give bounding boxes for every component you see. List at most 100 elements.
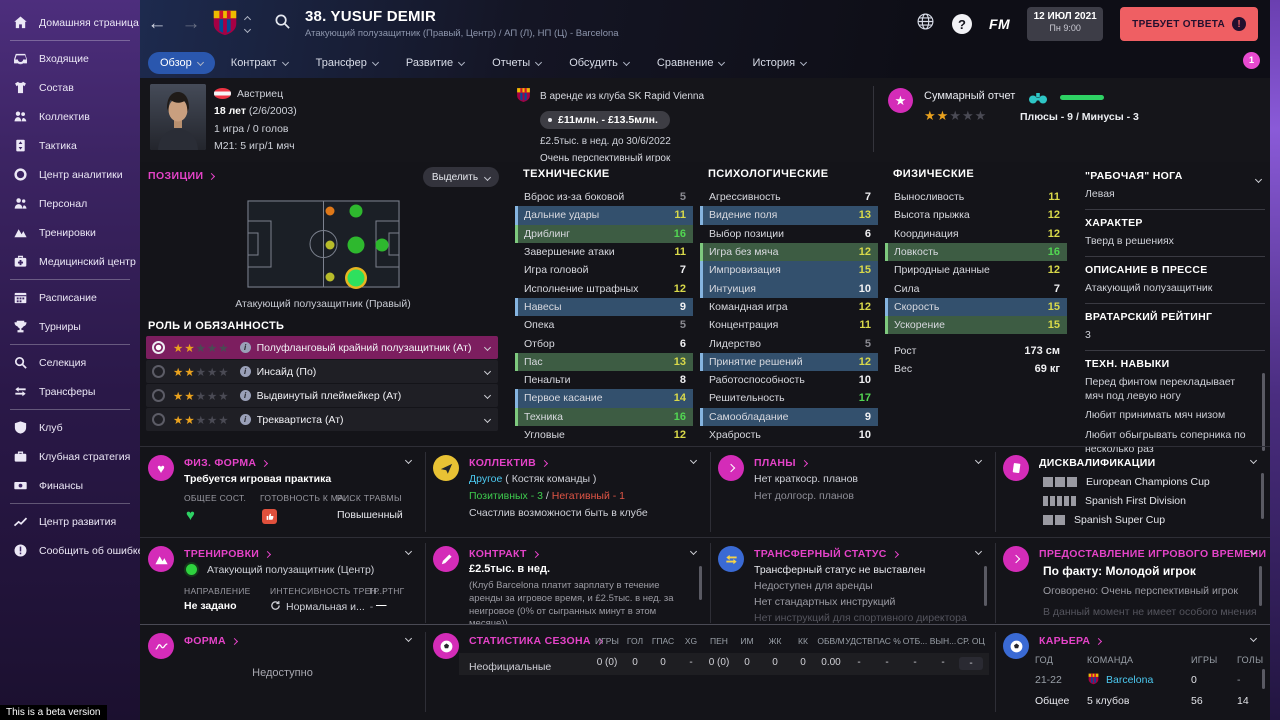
sidebar-item-label: Входящие [39,52,89,65]
scrollbar[interactable] [1261,473,1264,519]
tab-4[interactable]: Развитие [394,52,476,74]
attribute-label: Ускорение [894,319,945,332]
sidebar-item-finance[interactable]: Финансы [0,471,140,500]
chevron-up-icon [243,15,252,23]
role-row[interactable]: ★★★★★ i Треквартиста (Ат) [146,408,498,431]
sidebar-item-calendar[interactable]: Расписание [0,283,140,312]
search-icon[interactable] [274,13,291,35]
chevron-down-icon[interactable] [689,456,698,465]
playing-time-title-link[interactable]: ПРЕДОСТАВЛЕНИЕ ИГРОВОГО ВРЕМЕНИ [1039,548,1270,560]
stats-value: 0.00 [821,657,841,668]
sidebar-item-tactics[interactable]: Тактика [0,131,140,160]
notification-bubble[interactable]: 1 [1243,52,1260,69]
tab-6[interactable]: Обсудить [557,52,641,74]
attribute-label: Работоспособность [709,374,805,387]
career-row[interactable]: Общее 5 клубов 56 14 [1035,690,1262,711]
forward-button[interactable]: → [181,13,201,34]
attribute-row: Вес 69 кг [885,360,1067,378]
form-title-link[interactable]: ФОРМА [184,635,238,647]
sidebar-item-trophy[interactable]: Турниры [0,312,140,341]
role-radio-icon[interactable] [152,389,165,402]
attribute-value: 16 [673,410,686,423]
attribute-value: 7 [1053,282,1060,295]
technical-header: ТЕХНИЧЕСКИЕ [523,168,610,180]
chevron-down-icon[interactable] [483,415,492,424]
chevron-down-icon[interactable] [974,456,983,465]
career-team: 5 клубов [1087,695,1191,707]
home-icon [12,14,29,31]
highlight-dropdown[interactable]: Выделить [423,167,499,187]
tab-2[interactable]: Контракт [219,52,300,74]
chevron-down-icon[interactable] [483,391,492,400]
scrollbar[interactable] [699,566,702,600]
attribute-row: Самообладание 9 [700,407,878,426]
chevron-down-icon[interactable] [1249,634,1258,643]
chevron-down-icon[interactable] [689,547,698,556]
attribute-row: Техника 16 [515,407,693,426]
sidebar-item-strategy[interactable]: Клубная стратегия [0,442,140,471]
role-row[interactable]: ★★★★★ i Инсайд (По) [146,360,498,383]
chevron-down-icon[interactable] [1249,456,1258,465]
swap-arrows-icon [718,546,744,572]
attribute-value: 5 [679,191,686,204]
team-name[interactable]: Barcelona [1106,673,1154,686]
sidebar-item-medical[interactable]: Медицинский центр [0,247,140,276]
role-label: Выдвинутый плеймейкер (Ат) [256,389,402,402]
sidebar-item-bug[interactable]: Сообщить об ошибке [0,536,140,565]
tab-1[interactable]: Обзор [148,52,215,74]
requires-response-button[interactable]: ТРЕБУЕТ ОТВЕТА ! [1120,7,1258,41]
sidebar-item-transfers[interactable]: Трансферы [0,377,140,406]
tab-5[interactable]: Отчеты [480,52,553,74]
sidebar-item-people[interactable]: Коллектив [0,102,140,131]
chevron-down-icon[interactable] [404,456,413,465]
contract-title-link[interactable]: КОНТРАКТ [469,548,539,560]
chevron-down-icon[interactable] [974,547,983,556]
plans-title-link[interactable]: ПЛАНЫ [754,457,808,469]
tab-3[interactable]: Трансфер [304,52,390,74]
scrollbar[interactable] [1262,373,1265,451]
season-stats-title-link[interactable]: СТАТИСТИКА СЕЗОНА [469,635,603,647]
scrollbar[interactable] [1259,566,1262,606]
chevron-down-icon[interactable] [404,547,413,556]
sidebar-item-analytics[interactable]: Центр аналитики [0,160,140,189]
career-row[interactable]: 21-22 Barcelona 0 - [1035,669,1262,690]
role-row[interactable]: ★★★★★ i Полуфланговый крайний полузащитник… [146,336,498,359]
sidebar-item-scouting[interactable]: Селекция [0,348,140,377]
training-title-link[interactable]: ТРЕНИРОВКИ [184,548,272,560]
date-widget[interactable]: 12 ИЮЛ 2021 Пн 9:00 [1027,7,1104,41]
role-radio-icon[interactable] [152,341,165,354]
tab-7[interactable]: Сравнение [645,52,737,74]
sidebar-item-training[interactable]: Тренировки [0,218,140,247]
career-title-link[interactable]: КАРЬЕРА [1039,635,1103,647]
collective-title-link[interactable]: КОЛЛЕКТИВ [469,457,549,469]
back-button[interactable]: ← [147,13,167,34]
tab-8[interactable]: История [740,52,818,74]
sidebar-item-development[interactable]: Центр развития [0,507,140,536]
role-radio-icon[interactable] [152,365,165,378]
star-icon: ★ [206,366,219,379]
scouting-icon [12,354,29,371]
scrollbar[interactable] [1262,669,1265,689]
club-crest-selector[interactable] [210,7,252,42]
sidebar-item-inbox[interactable]: Входящие [0,44,140,73]
tab-bar: Обзор Контракт Трансфер Развитие Отчеты Обсуд… [148,48,1270,78]
help-icon[interactable]: ? [951,14,972,34]
globe-icon[interactable] [916,12,935,36]
fitness-title-link[interactable]: ФИЗ. ФОРМА [184,457,269,469]
chevron-down-icon[interactable] [404,634,413,643]
sidebar-item-club[interactable]: Клуб [0,413,140,442]
sidebar-item-staff[interactable]: Персонал [0,189,140,218]
scrollbar[interactable] [984,566,987,606]
football-icon [433,633,459,659]
role-row[interactable]: ★★★★★ i Выдвинутый плеймейкер (Ат) [146,384,498,407]
sidebar-item-home[interactable]: Домашняя страница [0,8,140,37]
attribute-value: 17 [858,392,871,405]
transfer-status-title-link[interactable]: ТРАНСФЕРНЫЙ СТАТУС [754,548,899,560]
chevron-down-icon[interactable] [483,343,492,352]
transfer-value-pill[interactable]: £11млн. - £13.5млн. [540,111,670,129]
role-radio-icon[interactable] [152,413,165,426]
pen-icon [433,546,459,572]
sidebar-item-shirt[interactable]: Состав [0,73,140,102]
positions-section-link[interactable]: ПОЗИЦИИ [148,170,216,182]
chevron-down-icon[interactable] [483,367,492,376]
